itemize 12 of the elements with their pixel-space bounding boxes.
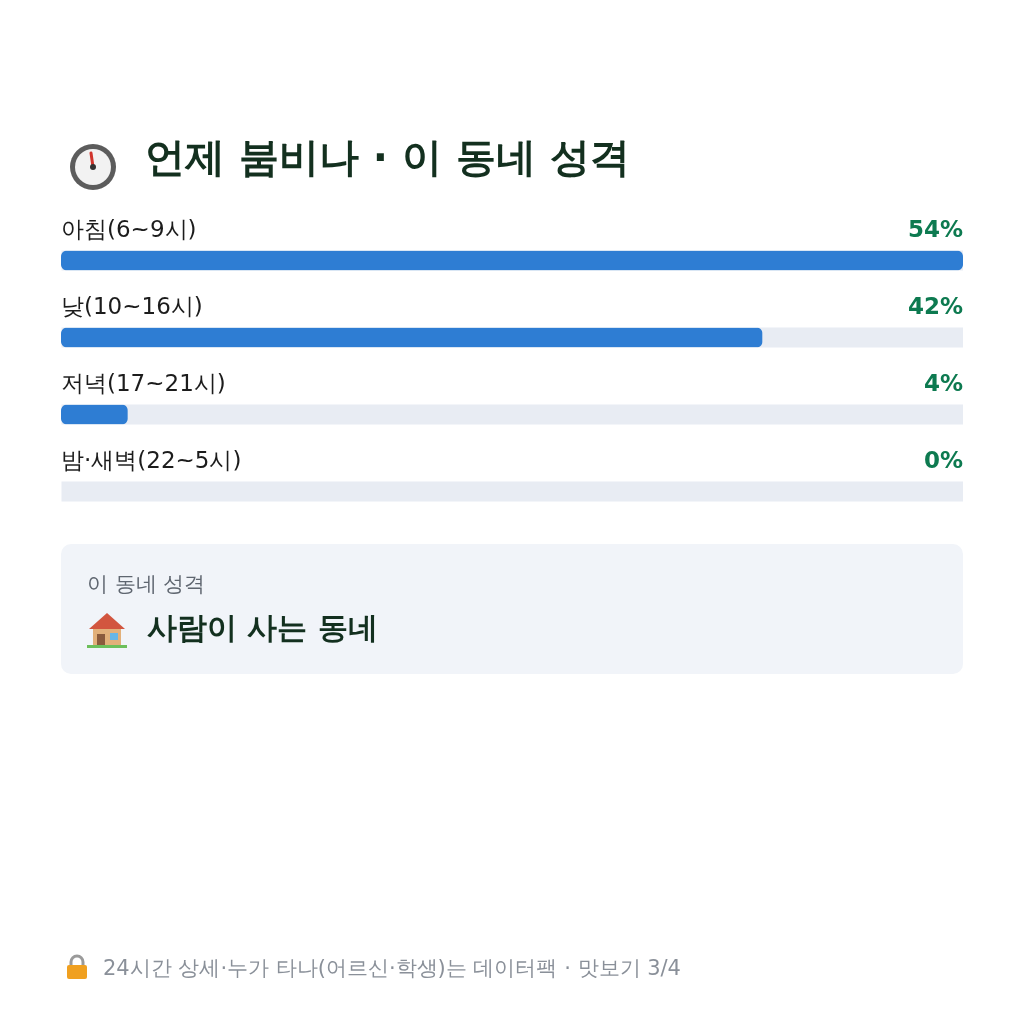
- y-tick-label: 낮(10~16시): [61, 292, 203, 319]
- text: 사람이 사는 동네: [147, 609, 378, 647]
- text: 이 동네 성격: [87, 571, 206, 598]
- y-tick-label: 저녁(17~21시): [61, 369, 226, 396]
- data-label: 42%: [907, 292, 963, 319]
- y-tick-label: 밤·새벽(22~5시): [61, 446, 242, 473]
- data-label: 54%: [907, 215, 963, 242]
- data-label: 0%: [923, 446, 963, 473]
- chart-title: 언제 붐비나 · 이 동네 성격: [145, 133, 630, 180]
- text: 24시간 상세·누가 타나(어르신·학생)는 데이터팩 · 맛보기 3/4: [103, 955, 681, 982]
- data-label: 4%: [923, 369, 963, 396]
- y-tick-label: 아침(6~9시): [61, 215, 197, 242]
